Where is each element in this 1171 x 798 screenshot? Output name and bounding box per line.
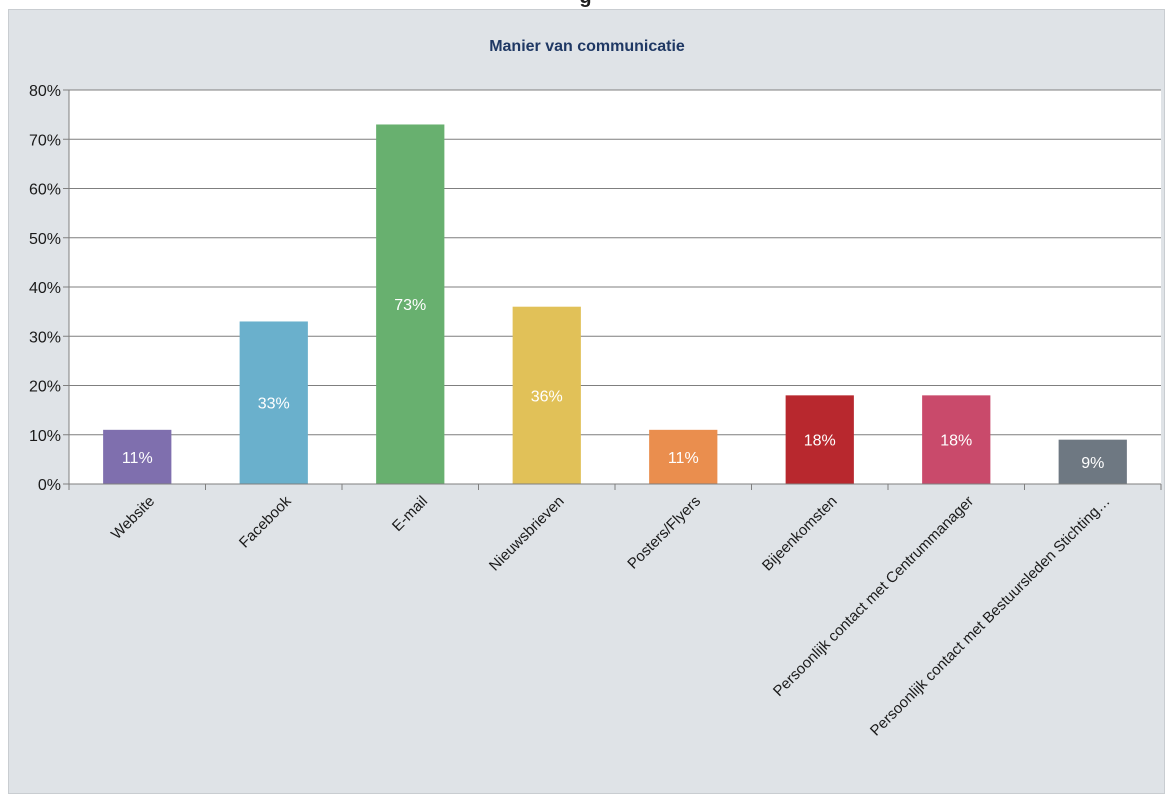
data-label: 18% xyxy=(804,433,836,450)
bar xyxy=(376,124,445,484)
bar-chart: Manier van communicatie 0% 10% 20% 30% 40% 50… xyxy=(29,38,1162,740)
data-label: 18% xyxy=(940,433,972,450)
bar xyxy=(1058,439,1127,484)
x-tick-label: Facebook xyxy=(236,492,295,551)
chart-panel: Manier van communicatie 0% 10% 20% 30% 40% 50… xyxy=(8,9,1165,794)
x-tick-label: Nieuwsbrieven xyxy=(486,493,568,575)
y-tick-label: 20% xyxy=(29,379,61,396)
data-label: 11% xyxy=(668,450,699,467)
x-tick-label: Website xyxy=(108,493,158,543)
y-tick-label: 50% xyxy=(29,231,61,248)
y-tick-label: 30% xyxy=(29,329,61,346)
y-tick-label: 60% xyxy=(29,182,61,199)
y-tick-label: 40% xyxy=(29,280,61,297)
y-tick-label: 10% xyxy=(29,428,61,445)
y-tick-label: 80% xyxy=(29,83,61,100)
y-tick-label: 70% xyxy=(29,132,61,149)
x-tick-label: Persoonlijk contact met Bestuursleden St… xyxy=(867,493,1114,740)
data-label: 73% xyxy=(394,297,426,314)
bars xyxy=(103,124,1127,484)
chart-title: Manier van communicatie xyxy=(489,38,685,55)
bar xyxy=(649,429,718,484)
x-tick-label: Bijeenkomsten xyxy=(759,493,841,575)
bar xyxy=(239,321,308,484)
data-label: 9% xyxy=(1081,455,1104,472)
data-label: 36% xyxy=(531,388,563,405)
clipped-page-heading: g xyxy=(0,0,1171,10)
bar xyxy=(103,429,172,484)
data-label: 11% xyxy=(122,450,153,467)
bar xyxy=(785,395,854,484)
y-tick-label: 0% xyxy=(38,477,61,494)
x-tick-label: E-mail xyxy=(389,493,431,535)
bar xyxy=(512,306,581,484)
clipped-heading-text: g xyxy=(0,0,1171,9)
data-label: 33% xyxy=(258,396,290,413)
data-labels: 11% 33% 73% 36% 11% 18% 18% 9% xyxy=(122,297,1104,472)
x-tick-label: Posters/Flyers xyxy=(624,493,704,573)
bar xyxy=(922,395,991,484)
